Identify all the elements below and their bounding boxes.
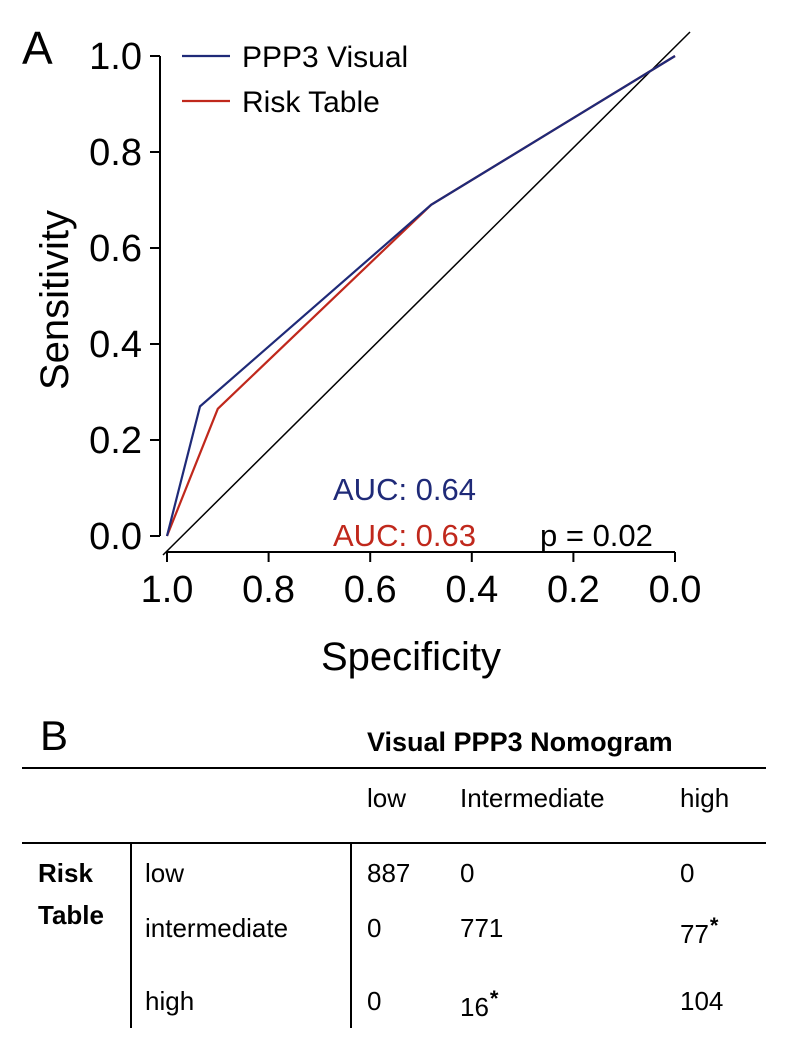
row-label-divider: [350, 842, 352, 1028]
table-top-rule: [22, 767, 766, 769]
y-tick-label: 0.8: [89, 132, 142, 174]
y-tick-label: 0.4: [89, 324, 142, 366]
plot-area: [164, 36, 700, 558]
y-tick-label: 0.2: [89, 420, 142, 462]
table-cell: 887: [367, 858, 411, 888]
row-group-label-line2: Table: [38, 900, 104, 930]
x-tick-label: 0.2: [547, 569, 600, 611]
y-tick-label: 1.0: [89, 36, 142, 78]
y-tick-label: 0.6: [89, 228, 142, 270]
row-label-low: low: [145, 858, 185, 888]
x-tick-label: 1.0: [141, 569, 194, 611]
x-tick-label: 0.8: [242, 569, 295, 611]
column-header-high: high: [680, 783, 730, 813]
table-cell: 0: [460, 858, 475, 888]
row-label-high: high: [145, 986, 195, 1016]
significance-star: *: [709, 913, 719, 938]
table-cell-starred: 16*: [460, 986, 498, 1023]
row-group-label-line1: Risk: [38, 858, 93, 888]
column-group-header: Visual PPP3 Nomogram: [367, 727, 673, 757]
table-cell-starred: 77*: [680, 913, 718, 950]
panel-label-b: B: [40, 712, 69, 759]
x-tick-label: 0.4: [445, 569, 498, 611]
table-cell: 771: [460, 913, 504, 943]
legend-label: Risk Table: [242, 86, 380, 119]
table-cell: 104: [680, 986, 724, 1016]
panel-label-a: A: [22, 22, 53, 74]
roc-chart: 0.0 0.2 0.4 0.6 0.8 1.0 1.0 0.8 0.6 0.4 0.2 0.0 Spec…: [22, 22, 702, 679]
table-cell: 0: [680, 858, 695, 888]
y-axis-label: Sensitivity: [33, 210, 77, 390]
p-value-annotation: p = 0.02: [540, 518, 653, 553]
significance-star: *: [489, 986, 499, 1011]
cell-value: 16: [460, 992, 489, 1022]
row-group-divider: [130, 842, 132, 1028]
column-header-intermediate: Intermediate: [460, 783, 605, 813]
row-label-intermediate: intermediate: [145, 913, 289, 943]
y-tick-label: 0.0: [89, 516, 142, 558]
column-header-low: low: [367, 783, 407, 813]
table-cell: 0: [367, 986, 382, 1016]
auc-annotation-risk-table: AUC: 0.63: [333, 518, 476, 553]
auc-annotation-ppp3: AUC: 0.64: [333, 472, 476, 507]
x-axis-label: Specificity: [321, 635, 501, 679]
reference-diagonal: [162, 31, 691, 556]
table-cell: 0: [367, 913, 382, 943]
x-tick-label: 0.6: [344, 569, 397, 611]
cell-value: 77: [680, 919, 709, 949]
roc-line-ppp3-visual: [165, 55, 676, 537]
x-tick-label: 0.0: [649, 569, 702, 611]
legend-label: PPP3 Visual: [242, 41, 408, 74]
table-header-rule: [22, 842, 766, 844]
